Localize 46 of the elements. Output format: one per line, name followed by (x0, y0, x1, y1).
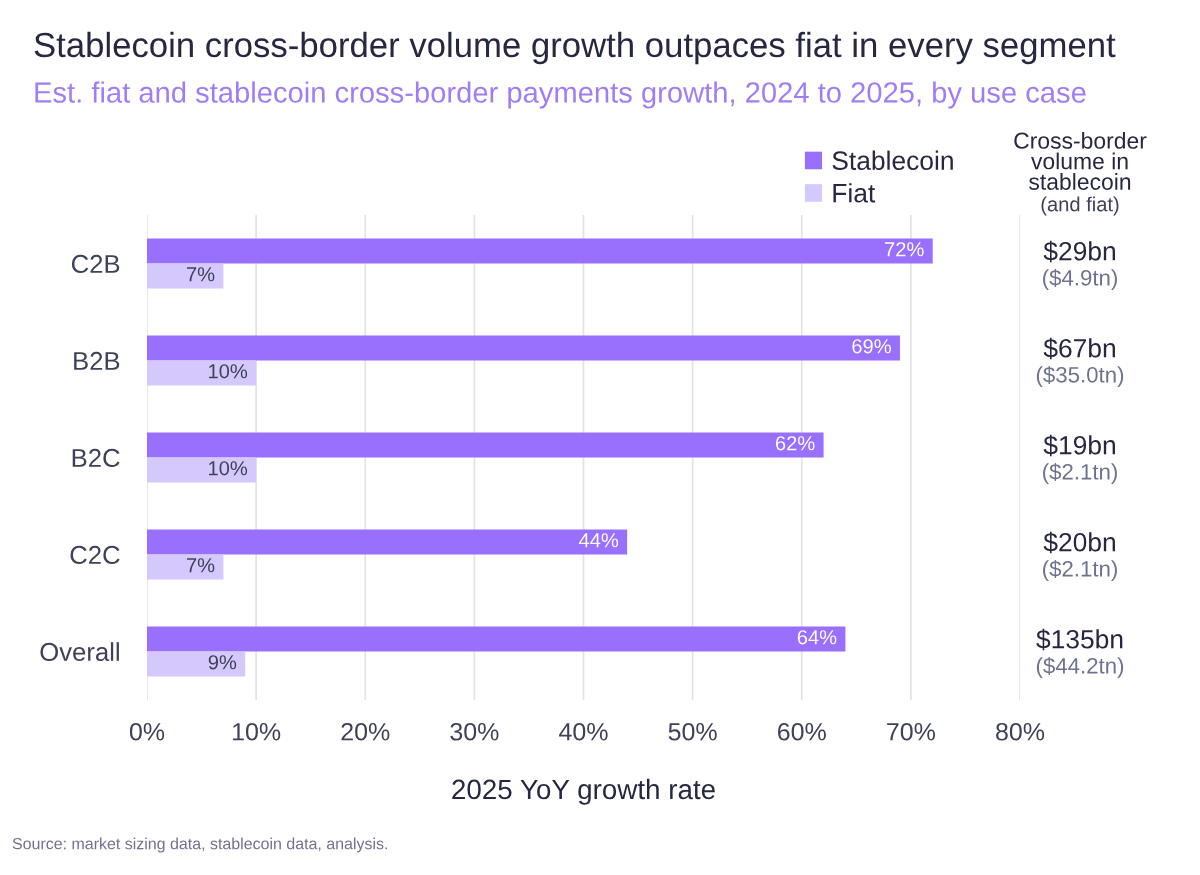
text: $20bn ($2.1tn) (1043, 531, 1117, 582)
bar (147, 626, 846, 652)
text: $29bn ($4.9tn) (1043, 240, 1117, 291)
bar (147, 432, 824, 458)
y-tick-label: B2C (72, 448, 120, 468)
x-tick-label: 40% (559, 722, 608, 741)
data-label: 10% (209, 461, 248, 476)
data-label: 64% (797, 630, 837, 645)
data-label: 9% (208, 655, 237, 670)
text: $19bn ($2.1tn) (1043, 434, 1117, 485)
text: $135bn ($44.2tn) (1036, 628, 1124, 679)
y-tick-label: Overall (40, 642, 119, 662)
bar (147, 651, 246, 677)
bar (147, 529, 628, 555)
x-tick-label: 30% (450, 722, 499, 741)
chart-title: Stablecoin cross-border volume growth outpaces fiat in every segment (34, 31, 1116, 65)
data-label: 62% (775, 436, 815, 451)
text: $67bn ($35.0tn) (1036, 337, 1124, 388)
y-tick-label: C2B (71, 254, 120, 274)
chart-subtitle: Est. fiat and stablecoin cross-border payments growth, 2024 to 2025, by use case (35, 81, 1086, 109)
data-label: 10% (209, 364, 248, 379)
x-tick-label: 60% (778, 722, 826, 741)
x-tick-label: 10% (233, 722, 281, 741)
bar (147, 360, 257, 386)
data-label: 7% (186, 558, 215, 573)
source-note: Source: market sizing data, stablecoin data, analysis. (12, 837, 387, 853)
data-label: 69% (852, 339, 891, 354)
legend-label: Fiat (833, 183, 876, 203)
x-tick-label: 70% (887, 722, 935, 741)
data-label: 44% (578, 533, 619, 548)
legend-label: Stablecoin (832, 150, 953, 170)
x-axis-title: 2025 YoY growth rate (452, 778, 715, 805)
x-tick-label: 50% (668, 722, 717, 741)
y-tick-label: C2C (70, 545, 120, 565)
x-tick-label: 0% (129, 722, 165, 741)
bar (147, 554, 224, 580)
y-tick-label: B2B (74, 351, 120, 370)
data-label: 72% (885, 242, 924, 257)
bar (147, 335, 900, 361)
bar (147, 238, 933, 264)
bar (147, 263, 224, 289)
bar (147, 457, 257, 483)
data-label: 7% (186, 267, 215, 282)
x-tick-label: 80% (996, 722, 1045, 741)
x-tick-label: 20% (341, 722, 390, 741)
annotation: Cross-border volume in stablecoin (and fiat) (1014, 132, 1147, 216)
